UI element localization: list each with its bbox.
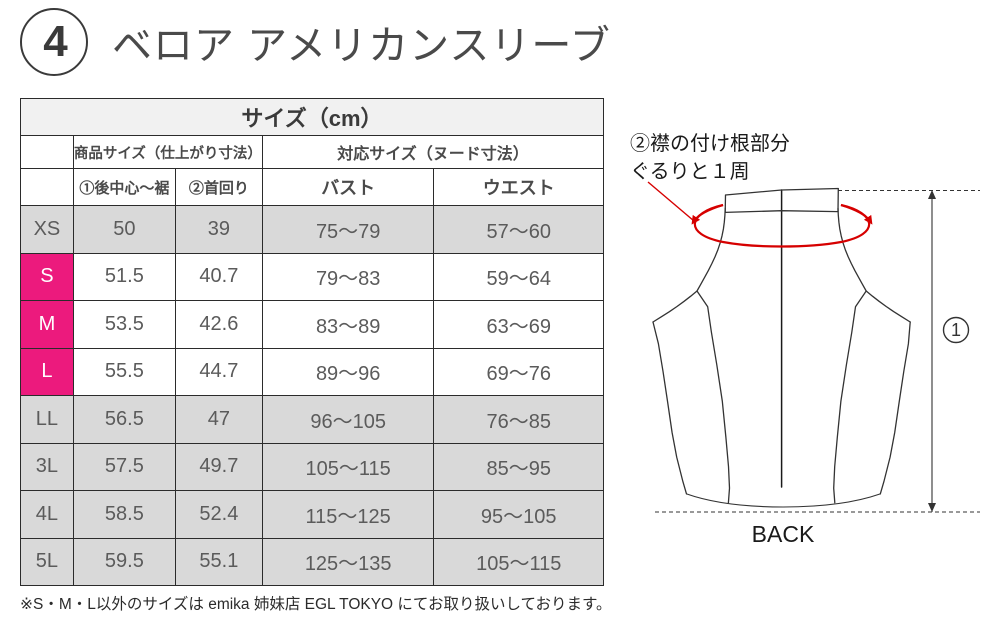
svg-text:1: 1: [951, 320, 961, 340]
svg-text:②襟の付け根部分: ②襟の付け根部分: [630, 132, 790, 155]
svg-text:BACK: BACK: [752, 521, 815, 547]
svg-text:ぐるりと１周: ぐるりと１周: [630, 161, 750, 183]
